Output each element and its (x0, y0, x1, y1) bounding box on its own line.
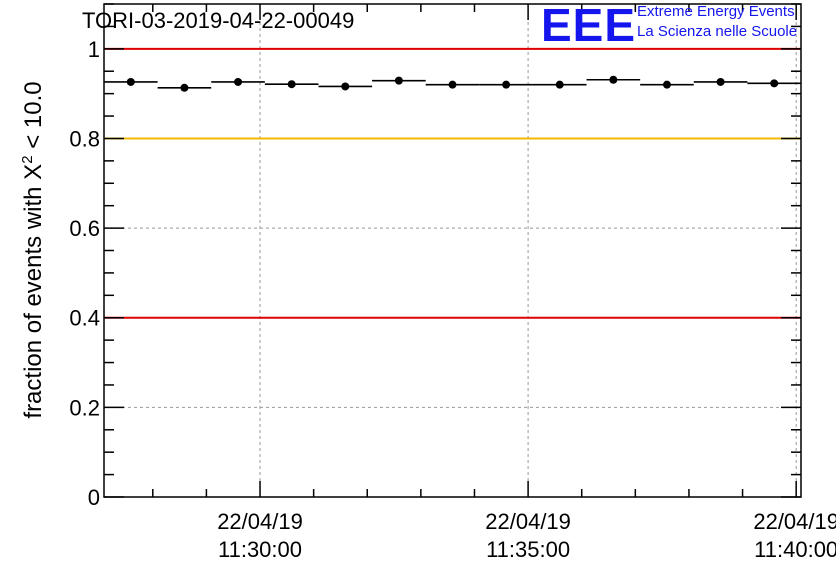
grid-layer (104, 4, 801, 497)
reference-lines (104, 47, 801, 319)
y-axis-label: fraction of events with X2 < 10.0 (19, 81, 48, 419)
data-point (716, 77, 725, 86)
tick-labels: 0 0.2 0.4 0.6 0.8 1 22/04/19 11:30:00 22/04/19 11… (69, 37, 836, 562)
data-point (126, 77, 135, 86)
y-axis-label-prefix: fraction of events with X (20, 163, 47, 419)
x-tick-time-label: 11:35:00 (486, 537, 570, 562)
data-point (502, 80, 511, 89)
data-point (448, 80, 457, 89)
y-axis-label-sup: 2 (19, 155, 36, 164)
data-series (104, 75, 801, 92)
data-point (287, 80, 296, 89)
x-tick-time-label: 11:40:00 (754, 537, 836, 562)
chart-title: TORI-03-2019-04-22-00049 (82, 8, 355, 33)
eee-logo-mark: EEE (541, 0, 637, 51)
logo-line-2: La Scienza nelle Scuole (637, 23, 798, 40)
plot-frame (103, 3, 802, 498)
data-point (555, 80, 564, 89)
x-tick-date-label: 22/04/19 (753, 509, 836, 534)
y-tick-label: 1 (88, 37, 100, 62)
y-tick-label: 0.2 (69, 395, 100, 420)
data-point (180, 83, 189, 92)
axis-ticks (104, 3, 801, 498)
data-point (662, 80, 671, 89)
x-tick-time-label: 11:30:00 (218, 537, 302, 562)
data-point (394, 76, 403, 85)
data-point (234, 77, 243, 86)
logo-line-1: Extreme Energy Events (637, 3, 795, 20)
y-tick-label: 0 (88, 485, 100, 510)
y-tick-label: 0.6 (69, 216, 100, 241)
x-tick-date-label: 22/04/19 (217, 509, 303, 534)
data-point (341, 82, 350, 91)
data-point (770, 79, 779, 88)
x-tick-date-label: 22/04/19 (485, 509, 571, 534)
data-point (609, 75, 618, 84)
y-axis-label-suffix: < 10.0 (20, 81, 47, 156)
y-tick-label: 0.8 (69, 126, 100, 151)
y-tick-label: 0.4 (69, 306, 100, 331)
